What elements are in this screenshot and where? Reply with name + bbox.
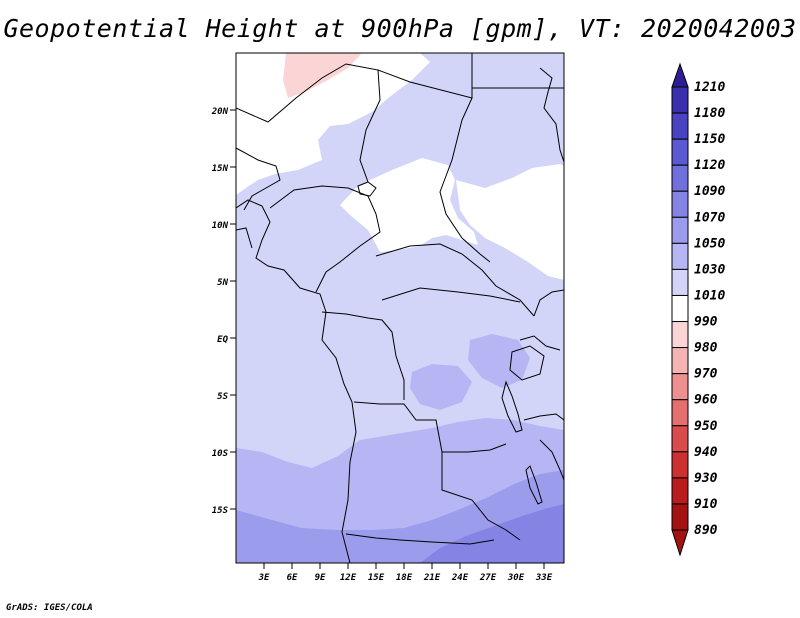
lon-label-21e: 21E bbox=[423, 573, 441, 583]
lon-label-24e: 24E bbox=[451, 573, 469, 583]
colorbar-label: 960 bbox=[694, 393, 718, 408]
border-east-africa bbox=[519, 289, 564, 481]
contour-below-990-north bbox=[283, 53, 362, 98]
border-libya-egypt bbox=[377, 53, 473, 99]
lat-label-eq: EQ bbox=[217, 335, 228, 345]
colorbar-segment bbox=[671, 216, 689, 244]
contour-1070-south bbox=[420, 504, 564, 563]
lon-label-18e: 18E bbox=[396, 573, 413, 583]
colorbar-segment bbox=[671, 399, 689, 427]
lat-label-10s: 10S bbox=[212, 449, 229, 459]
colorbar-segment bbox=[671, 321, 689, 349]
map-title: Geopotential Height at 900hPa [gpm], VT:… bbox=[3, 14, 797, 43]
colorbar-segment bbox=[671, 268, 689, 296]
colorbar-label: 940 bbox=[694, 445, 718, 460]
colorbar-segment bbox=[671, 86, 689, 114]
west-coastline bbox=[236, 199, 357, 563]
height-field bbox=[236, 53, 564, 563]
border-chad-sudan bbox=[439, 97, 491, 263]
lake-victoria bbox=[509, 345, 545, 381]
colorbar-label: 1070 bbox=[694, 210, 725, 225]
colorbar-segment bbox=[671, 294, 689, 323]
border-car-drc bbox=[381, 287, 521, 303]
lon-label-9e: 9E bbox=[315, 573, 326, 583]
contour-1030-central bbox=[410, 364, 472, 410]
lon-axis: 3E 6E 9E 12E 15E 18E 21E 24E 27E 30E 33E bbox=[258, 563, 553, 583]
lat-label-15n: 15N bbox=[212, 164, 229, 174]
colorbar-segment bbox=[671, 138, 689, 166]
lon-label-3e: 3E bbox=[258, 573, 270, 583]
contour-1010-sudan bbox=[456, 164, 564, 280]
colorbar-segment bbox=[671, 190, 689, 218]
border-west-africa bbox=[236, 147, 281, 249]
lon-label-6e: 6E bbox=[287, 573, 298, 583]
colorbar-segment bbox=[671, 242, 689, 270]
colorbar-label: 970 bbox=[694, 367, 718, 382]
colorbar-segment bbox=[671, 503, 689, 531]
colorbar-segment bbox=[671, 477, 689, 505]
colorbar-segment bbox=[671, 451, 689, 479]
lon-label-12e: 12E bbox=[340, 573, 357, 583]
lon-label-15e: 15E bbox=[368, 573, 385, 583]
lon-label-30e: 30E bbox=[507, 573, 525, 583]
colorbar-label: 990 bbox=[694, 315, 718, 330]
border-nigeria-cameroon bbox=[269, 185, 381, 293]
colorbar-top-arrow bbox=[671, 62, 689, 88]
lat-label-15s: 15S bbox=[212, 506, 229, 516]
colorbar-label: 950 bbox=[694, 419, 718, 434]
colorbar-segment bbox=[671, 347, 689, 375]
colorbar-segment bbox=[671, 425, 689, 453]
colorbar-label: 1180 bbox=[694, 106, 725, 121]
border-drc-angola bbox=[353, 401, 507, 453]
border-angola-zambia bbox=[441, 452, 521, 541]
footer-credit: GrADS: IGES/COLA bbox=[6, 603, 93, 613]
colorbar-label: 1010 bbox=[694, 288, 725, 303]
colorbar-segments bbox=[671, 86, 689, 531]
colorbar-label: 1210 bbox=[694, 80, 725, 95]
colorbar-segment bbox=[671, 373, 689, 401]
colorbar-label: 1090 bbox=[694, 184, 725, 199]
lat-axis: 20N 15N 10N 5N EQ 5S 10S 15S bbox=[211, 107, 236, 516]
lat-label-5s: 5S bbox=[217, 392, 228, 402]
plot-frame bbox=[235, 52, 565, 564]
colorbar-label: 1050 bbox=[694, 236, 725, 251]
lat-label-10n: 10N bbox=[212, 221, 229, 231]
lon-label-27e: 27E bbox=[479, 573, 497, 583]
contour-1010-north bbox=[236, 53, 430, 195]
border-namibia bbox=[345, 533, 495, 545]
lon-label-33e: 33E bbox=[535, 573, 553, 583]
colorbar-label: 1150 bbox=[694, 132, 725, 147]
colorbar-segment bbox=[671, 164, 689, 192]
lat-label-5n: 5N bbox=[217, 278, 228, 288]
colorbar-label: 1030 bbox=[694, 262, 725, 277]
colorbar-label: 910 bbox=[694, 497, 718, 512]
colorbar-label: 930 bbox=[694, 471, 718, 486]
contour-1030-east bbox=[468, 334, 530, 388]
border-niger-chad bbox=[236, 63, 381, 183]
lake-tanganyika bbox=[501, 380, 523, 433]
colorbar: 1210 1180 1150 1120 1090 1070 1050 1030 1010 990 9… bbox=[671, 62, 725, 557]
border-congo-gabon bbox=[321, 311, 405, 400]
colorbar-label: 980 bbox=[694, 341, 718, 356]
colorbar-label: 890 bbox=[694, 523, 718, 538]
border-car bbox=[375, 243, 535, 317]
lake-malawi bbox=[525, 465, 543, 505]
colorbar-bottom-arrow bbox=[671, 529, 689, 557]
colorbar-segment bbox=[671, 112, 689, 140]
colorbar-label: 1120 bbox=[694, 158, 725, 173]
colorbar-labels: 1210 1180 1150 1120 1090 1070 1050 1030 1010 990 9… bbox=[694, 80, 725, 538]
lat-label-20n: 20N bbox=[211, 107, 229, 117]
coastlines-and-borders bbox=[236, 53, 564, 563]
east-coastline bbox=[539, 67, 564, 163]
